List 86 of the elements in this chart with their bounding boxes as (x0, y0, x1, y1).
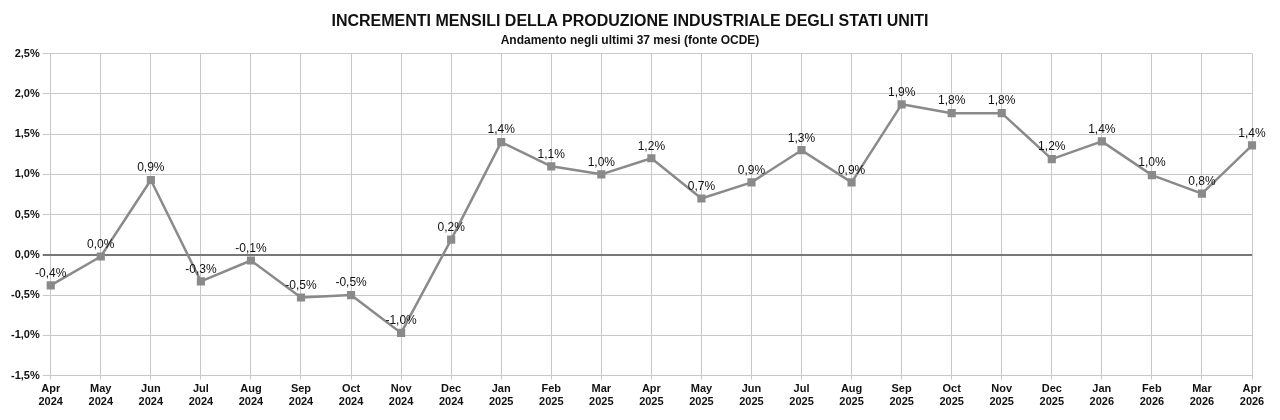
y-tick-label: 2,0% (14, 86, 40, 99)
data-label: 1,0% (1138, 155, 1166, 170)
x-tick-label: May 2024 (88, 382, 114, 408)
x-tick-label: Nov 2024 (388, 382, 415, 408)
data-label: 0,0% (87, 236, 115, 251)
data-label: 1,8% (938, 93, 966, 108)
data-label: -0,5% (335, 275, 368, 290)
x-tick-label: Jul 2024 (188, 382, 214, 408)
x-tick-label: Apr 2024 (38, 382, 64, 408)
point (1097, 137, 1106, 146)
x-tick-label: Sep 2025 (889, 382, 914, 408)
point (897, 100, 906, 109)
data-label: 1,2% (637, 138, 666, 153)
point (947, 109, 956, 118)
data-label: 0,9% (737, 162, 766, 177)
chart-title: INCREMENTI MENSILI DELLA PRODUZIONE INDUSTRIALE DEGLI STATI UNITI (331, 12, 929, 30)
x-tick-label: Jun 2024 (138, 382, 164, 408)
x-tick-label: Aug 2024 (238, 382, 265, 408)
point (497, 138, 506, 147)
data-label: 0,2% (437, 219, 466, 234)
data-label: -1,0% (385, 313, 418, 328)
point (597, 170, 606, 179)
x-tick-label: Feb 2025 (539, 382, 564, 408)
data-label: 0,8% (1188, 173, 1216, 188)
x-tick-label: Mar 2026 (1189, 382, 1215, 408)
data-label: 0,9% (137, 160, 165, 175)
x-tick-label: Jan 2026 (1089, 382, 1115, 408)
y-tick-label: -0,5% (10, 288, 40, 301)
data-label: -0,5% (285, 277, 317, 292)
x-tick-label: Mar 2025 (589, 382, 614, 408)
point (246, 256, 256, 265)
data-label: 1,3% (787, 130, 816, 145)
data-label: 0,7% (687, 178, 716, 193)
x-tick-label: Aug 2025 (839, 382, 864, 408)
point (1047, 154, 1056, 164)
point (647, 154, 656, 163)
x-tick-label: Oct 2025 (939, 382, 964, 408)
x-tick-label: Nov 2025 (989, 382, 1014, 408)
point (296, 293, 306, 302)
point (1147, 171, 1156, 180)
data-label: 1,8% (988, 93, 1016, 108)
data-label: -0,3% (185, 261, 217, 276)
point (196, 277, 205, 286)
data-label: 1,4% (487, 122, 516, 137)
y-tick-label: 0,5% (14, 207, 40, 220)
point (447, 235, 456, 244)
x-tick-label: Jul 2025 (789, 382, 814, 408)
data-label: -0,4% (35, 265, 67, 280)
x-tick-label: Jan 2025 (488, 382, 514, 408)
point (997, 109, 1006, 118)
data-label: 0,9% (837, 162, 866, 177)
point (146, 175, 155, 185)
point (797, 146, 806, 155)
data-label: 1,4% (1238, 125, 1266, 140)
chart-subtitle: Andamento negli ultimi 37 mesi (fonte OCDE) (500, 32, 760, 47)
y-tick-label: 0,0% (14, 247, 40, 260)
x-tick-label: Apr 2026 (1239, 382, 1265, 408)
y-tick-label: -1,0% (10, 328, 40, 341)
point (847, 178, 856, 187)
data-label: 1,9% (887, 84, 916, 99)
x-tick-label: Sep 2024 (288, 382, 315, 408)
point (1197, 189, 1207, 198)
point (46, 281, 55, 290)
data-label: 1,4% (1088, 121, 1116, 136)
x-tick-label: Feb 2026 (1139, 382, 1165, 408)
point (96, 252, 105, 261)
x-tick-label: Oct 2024 (338, 382, 365, 408)
point (397, 328, 406, 338)
point (697, 194, 706, 203)
y-tick-label: 1,0% (14, 167, 40, 180)
data-label: 1,2% (1038, 139, 1066, 154)
y-tick-label: 1,5% (14, 127, 40, 140)
y-tick-label: 2,5% (14, 46, 40, 59)
point (346, 291, 356, 300)
data-label: 1,0% (587, 154, 616, 169)
x-tick-label: Dec 2024 (438, 382, 465, 408)
data-label: -0,1% (235, 240, 267, 255)
x-tick-label: May 2025 (689, 382, 714, 408)
data-label: 1,1% (537, 146, 566, 161)
x-tick-label: Apr 2025 (639, 382, 664, 408)
point (547, 162, 556, 171)
point (1247, 141, 1257, 150)
x-tick-label: Dec 2025 (1039, 382, 1065, 408)
point (747, 178, 756, 187)
y-tick-label: -1,5% (10, 368, 40, 381)
x-tick-label: Jun 2025 (739, 382, 764, 408)
